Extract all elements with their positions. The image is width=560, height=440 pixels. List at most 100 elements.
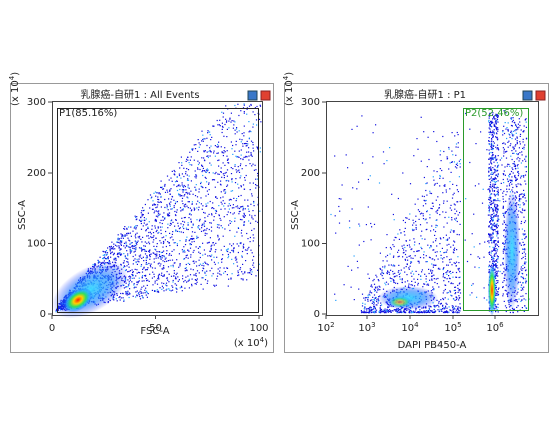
event-dot <box>210 139 212 141</box>
event-dot <box>445 239 447 241</box>
event-dot <box>497 261 499 263</box>
event-dot <box>488 131 490 133</box>
event-dot <box>497 230 499 232</box>
event-dot <box>510 143 512 145</box>
event-dot <box>183 221 186 223</box>
event-dot <box>206 227 208 230</box>
event-dot <box>389 310 391 313</box>
event-dot <box>393 281 395 284</box>
event-dot <box>525 236 527 238</box>
event-dot <box>420 160 422 162</box>
event-dot <box>502 295 504 297</box>
event-dot <box>168 198 170 200</box>
event-dot <box>250 273 253 275</box>
event-dot <box>128 226 130 228</box>
event-dot <box>377 288 379 290</box>
event-dot <box>358 181 360 183</box>
event-dot <box>379 267 381 270</box>
event-dot <box>224 202 226 204</box>
event-dot <box>352 187 354 189</box>
event-dot <box>126 234 128 236</box>
event-dot <box>489 133 491 135</box>
event-dot <box>127 255 129 257</box>
event-dot <box>146 284 148 286</box>
event-dot <box>207 193 209 195</box>
event-dot <box>488 188 490 190</box>
event-dot <box>145 278 147 280</box>
event-dot <box>447 291 450 294</box>
event-dot <box>223 177 225 179</box>
event-dot <box>176 180 178 182</box>
event-dot <box>419 213 422 215</box>
event-dot <box>186 228 188 230</box>
event-dot <box>503 152 505 154</box>
close-button[interactable] <box>535 90 546 101</box>
settings-button[interactable] <box>247 90 258 101</box>
close-button[interactable] <box>260 90 271 101</box>
event-dot <box>206 181 208 183</box>
event-dot <box>370 284 373 286</box>
event-dot <box>218 165 220 167</box>
event-dot <box>181 189 183 191</box>
event-dot <box>182 226 184 228</box>
event-dot <box>243 216 245 218</box>
event-dot <box>404 221 406 224</box>
event-dot <box>244 177 246 179</box>
event-dot <box>253 255 255 258</box>
event-dot <box>146 242 148 244</box>
settings-button[interactable] <box>522 90 533 101</box>
event-dot <box>211 259 213 261</box>
y-axis-label: SSC-A <box>17 200 28 230</box>
event-dot <box>431 208 433 210</box>
event-dot <box>146 292 148 294</box>
event-dot <box>457 142 459 144</box>
event-dot <box>165 230 167 233</box>
event-dot <box>194 148 197 150</box>
event-dot <box>513 308 515 310</box>
event-dot <box>519 200 521 202</box>
event-dot <box>169 205 171 207</box>
event-dot <box>410 248 412 251</box>
event-dot <box>392 279 394 281</box>
event-dot <box>138 255 140 257</box>
event-dot <box>410 261 413 263</box>
event-dot <box>490 146 493 149</box>
event-dot <box>114 244 117 246</box>
event-dot <box>244 249 247 251</box>
event-dot <box>201 165 203 167</box>
event-dot <box>241 256 243 258</box>
event-dot <box>126 232 128 235</box>
event-dot <box>377 289 379 291</box>
event-dot <box>427 284 430 286</box>
event-dot <box>453 240 455 242</box>
event-dot <box>127 253 129 255</box>
event-dot <box>473 246 475 248</box>
event-dot <box>159 255 161 257</box>
gate-p2[interactable] <box>463 108 529 311</box>
event-dot <box>176 185 178 188</box>
event-dot <box>248 137 250 139</box>
event-dot <box>248 151 250 153</box>
event-dot <box>511 180 513 182</box>
event-dot <box>515 124 517 126</box>
event-dot <box>205 187 207 189</box>
event-dot <box>249 163 251 165</box>
event-dot <box>209 149 211 152</box>
event-dot <box>488 209 490 211</box>
event-dot <box>117 241 119 244</box>
event-dot <box>181 290 183 292</box>
event-dot <box>226 179 228 182</box>
gate-p1[interactable] <box>57 108 259 313</box>
event-dot <box>181 184 183 186</box>
event-dot <box>226 214 228 216</box>
event-dot <box>132 263 134 265</box>
event-dot <box>431 278 433 280</box>
event-dot <box>364 303 366 305</box>
event-dot <box>374 308 376 310</box>
event-dot <box>513 308 515 310</box>
event-dot <box>131 277 133 279</box>
event-dot <box>454 166 457 168</box>
event-dot <box>152 271 154 273</box>
event-dot <box>496 211 498 213</box>
event-dot <box>232 213 234 215</box>
